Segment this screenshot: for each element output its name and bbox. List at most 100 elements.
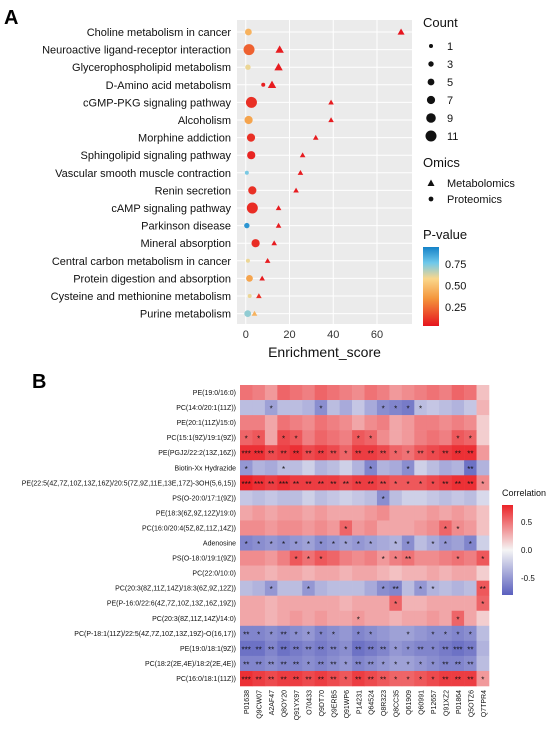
heatmap-cell xyxy=(289,610,303,627)
heatmap-cell xyxy=(352,385,365,401)
heatmap-cell xyxy=(401,655,415,672)
heatmap-cell xyxy=(289,640,303,657)
heatmap-cell xyxy=(414,655,428,672)
heatmap-cell xyxy=(252,400,266,416)
heatmap-row-label: Biotin-Xx Hydrazide xyxy=(175,465,237,472)
significance-mark: * xyxy=(307,660,310,669)
heatmap-cell xyxy=(464,505,477,521)
heatmap-cell xyxy=(476,400,490,416)
heatmap-cell xyxy=(476,475,490,491)
heatmap-row-label: PE(PGJ2/22:2(13Z,16Z)) xyxy=(158,450,236,457)
heatmap-cell xyxy=(339,430,353,446)
heatmap-cell xyxy=(476,490,490,506)
heatmap-cell xyxy=(451,625,465,642)
significance-mark: ** xyxy=(455,675,461,684)
significance-mark: ** xyxy=(318,645,324,654)
heatmap-cell xyxy=(476,625,490,642)
heatmap-column-label: O70433 xyxy=(306,690,313,715)
heatmap-row-label: PE(22:5(4Z,7Z,10Z,13Z,16Z)/20:5(7Z,9Z,11… xyxy=(22,480,236,487)
significance-mark: ** xyxy=(355,645,361,654)
heatmap-cell xyxy=(414,670,428,687)
significance-mark: ** xyxy=(355,450,361,459)
heatmap-row-label: PE(P-16:0/22:6(4Z,7Z,10Z,13Z,16Z,19Z)) xyxy=(107,601,236,608)
significance-mark: * xyxy=(394,405,397,414)
heatmap-cell xyxy=(364,565,378,581)
heatmap-cell xyxy=(389,625,403,642)
significance-mark: * xyxy=(332,540,335,549)
heatmap-cell xyxy=(339,490,353,506)
significance-mark: * xyxy=(319,555,322,564)
heatmap-cell xyxy=(289,655,303,672)
heatmap-cell xyxy=(252,595,266,612)
heatmap-cell xyxy=(364,475,378,491)
heatmap-cell xyxy=(352,655,365,672)
heatmap-cell xyxy=(339,610,353,627)
heatmap-row-label: PC(22:0/10:0) xyxy=(192,571,236,578)
heatmap-cell xyxy=(352,670,365,687)
heatmap-cell xyxy=(240,520,253,536)
heatmap-cell xyxy=(451,490,465,506)
heatmap-column-label: P01864 xyxy=(456,690,463,714)
heatmap-cell xyxy=(439,475,452,491)
heatmap-row-label: PE(19:0/16:0) xyxy=(193,390,236,397)
heatmap-cell xyxy=(352,595,365,612)
pathway-label: Choline metabolism in cancer xyxy=(87,27,232,39)
significance-mark: ** xyxy=(442,450,448,459)
heatmap-cell xyxy=(302,565,315,581)
heatmap-cell xyxy=(451,640,465,657)
heatmap-cell xyxy=(289,625,303,642)
heatmap-cell xyxy=(426,535,440,551)
count-legend-label: 3 xyxy=(447,59,453,71)
heatmap-cell xyxy=(302,445,315,461)
heatmap-cell xyxy=(426,430,440,446)
heatmap-column-label: Q91WP6 xyxy=(344,690,351,719)
heatmap-cell xyxy=(439,595,452,612)
heatmap-cell xyxy=(302,550,315,566)
significance-mark: ** xyxy=(467,465,473,474)
heatmap-cell xyxy=(352,640,365,657)
heatmap-cell xyxy=(264,625,278,642)
proteomics-point xyxy=(244,222,250,229)
significance-mark: * xyxy=(357,540,360,549)
heatmap-cell xyxy=(339,475,353,491)
metabolomics-point xyxy=(297,170,304,175)
heatmap-cell xyxy=(426,670,440,687)
heatmap-cell xyxy=(401,580,415,596)
heatmap-cell xyxy=(240,640,253,657)
significance-mark: ** xyxy=(268,450,274,459)
significance-mark: ** xyxy=(417,450,423,459)
heatmap-cell xyxy=(327,580,340,596)
heatmap-cell xyxy=(264,610,278,627)
heatmap-cell xyxy=(252,655,266,672)
heatmap-cell xyxy=(464,670,477,687)
significance-mark: * xyxy=(456,615,459,624)
metabolomics-point xyxy=(312,134,319,140)
heatmap-column-label: Q8CC35 xyxy=(394,690,401,717)
heatmap-cell xyxy=(464,655,477,672)
significance-mark: * xyxy=(294,555,297,564)
heatmap-cell xyxy=(364,655,378,672)
heatmap-cell xyxy=(339,415,353,431)
heatmap-cell xyxy=(439,655,452,672)
significance-mark: ** xyxy=(380,450,386,459)
heatmap-cell xyxy=(389,430,403,446)
significance-mark: * xyxy=(282,465,285,474)
heatmap-cell xyxy=(302,475,315,491)
heatmap-cell xyxy=(252,475,266,491)
significance-mark: * xyxy=(431,660,434,669)
heatmap-cell xyxy=(364,415,378,431)
heatmap-cell xyxy=(252,610,266,627)
heatmap-column-label: P12657 xyxy=(431,690,438,714)
heatmap-cell xyxy=(289,445,303,461)
significance-mark: * xyxy=(481,555,484,564)
significance-mark: ** xyxy=(293,450,299,459)
heatmap-cell xyxy=(426,550,440,566)
heatmap-cell xyxy=(451,670,465,687)
metabolomics-point xyxy=(299,152,306,158)
heatmap-cell xyxy=(240,400,253,416)
heatmap-panel: PE(19:0/16:0) PC(14:0/20:1(11Z)) PE(20:1(1… xyxy=(22,385,546,720)
heatmap-cell xyxy=(389,655,403,672)
significance-mark: ** xyxy=(293,675,299,684)
heatmap-cell xyxy=(252,460,266,476)
count-legend-dot xyxy=(426,95,436,105)
